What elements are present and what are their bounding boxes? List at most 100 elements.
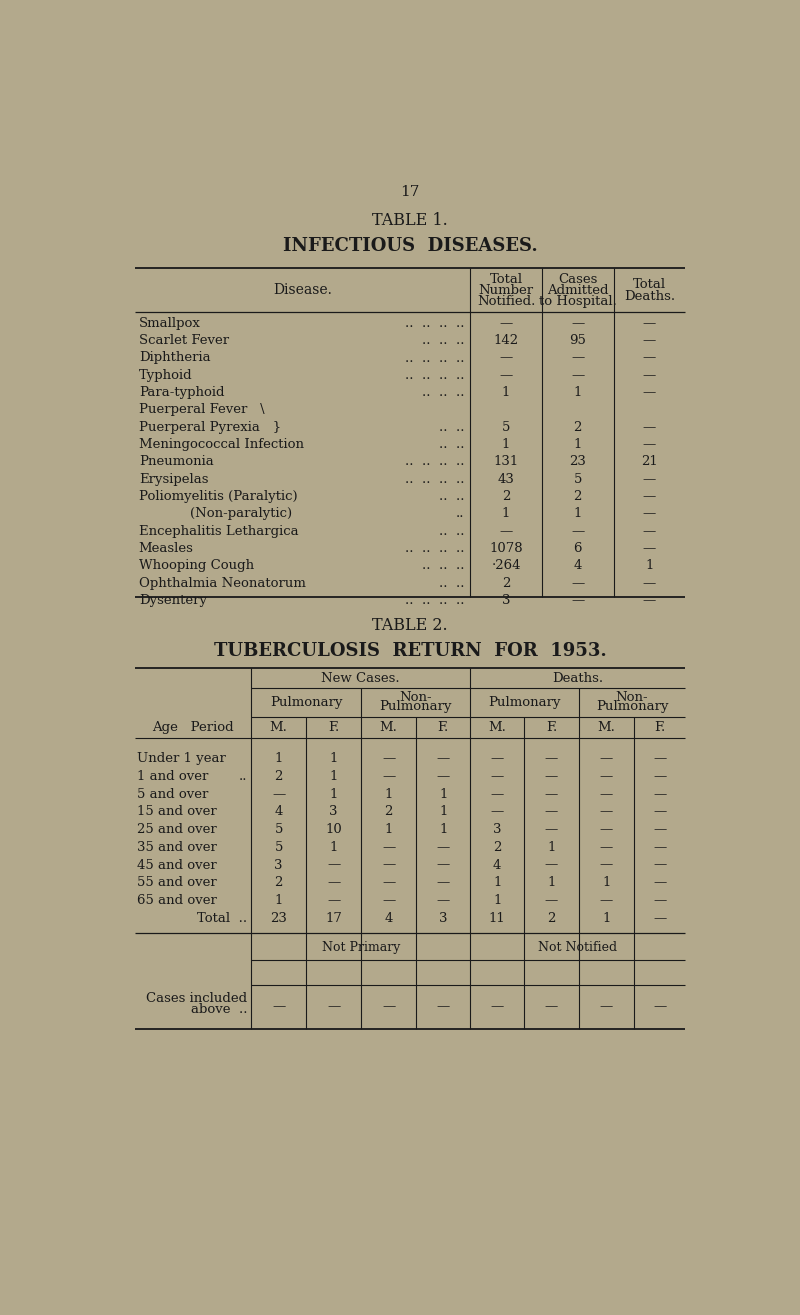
- Text: 4: 4: [385, 911, 393, 924]
- Text: —: —: [653, 911, 666, 924]
- Text: 1: 1: [439, 805, 447, 818]
- Text: 2: 2: [502, 577, 510, 589]
- Text: M.: M.: [488, 721, 506, 734]
- Text: M.: M.: [380, 721, 398, 734]
- Text: 142: 142: [494, 334, 518, 347]
- Text: Non-: Non-: [399, 692, 432, 704]
- Text: 4: 4: [574, 559, 582, 572]
- Text: —: —: [490, 752, 504, 765]
- Text: Encephalitis Lethargica: Encephalitis Lethargica: [138, 525, 298, 538]
- Text: Non-: Non-: [616, 692, 648, 704]
- Text: ..  ..  ..  ..: .. .. .. ..: [405, 594, 464, 608]
- Text: Deaths.: Deaths.: [624, 289, 675, 302]
- Text: —: —: [600, 752, 613, 765]
- Text: —: —: [643, 490, 656, 504]
- Text: —: —: [653, 840, 666, 853]
- Text: ..  ..  ..: .. .. ..: [422, 334, 464, 347]
- Text: —: —: [653, 752, 666, 765]
- Text: Scarlet Fever: Scarlet Fever: [138, 334, 229, 347]
- Text: 3: 3: [274, 859, 283, 872]
- Text: 5: 5: [502, 421, 510, 434]
- Text: 2: 2: [547, 911, 556, 924]
- Text: —: —: [382, 894, 395, 907]
- Text: —: —: [437, 752, 450, 765]
- Text: —: —: [437, 1001, 450, 1014]
- Text: —: —: [545, 752, 558, 765]
- Text: 1: 1: [330, 840, 338, 853]
- Text: 1: 1: [502, 387, 510, 400]
- Text: 1: 1: [502, 438, 510, 451]
- Text: 5: 5: [274, 823, 283, 836]
- Text: 35 and over: 35 and over: [138, 840, 217, 853]
- Text: (Non-paralytic): (Non-paralytic): [138, 508, 292, 521]
- Text: 43: 43: [498, 473, 514, 485]
- Text: —: —: [600, 1001, 613, 1014]
- Text: —: —: [382, 876, 395, 889]
- Text: Ophthalmia Neonatorum: Ophthalmia Neonatorum: [138, 577, 306, 589]
- Text: —: —: [643, 421, 656, 434]
- Text: 1078: 1078: [490, 542, 523, 555]
- Text: Not Notified: Not Notified: [538, 940, 618, 953]
- Text: —: —: [653, 771, 666, 782]
- Text: INFECTIOUS  DISEASES.: INFECTIOUS DISEASES.: [282, 237, 538, 255]
- Text: F.: F.: [654, 721, 665, 734]
- Text: ..  ..: .. ..: [438, 525, 464, 538]
- Text: ..  ..  ..  ..: .. .. .. ..: [405, 368, 464, 381]
- Text: —: —: [653, 1001, 666, 1014]
- Text: —: —: [643, 525, 656, 538]
- Text: —: —: [600, 840, 613, 853]
- Text: 3: 3: [493, 823, 502, 836]
- Text: 1: 1: [330, 752, 338, 765]
- Text: Age   Period: Age Period: [152, 721, 234, 734]
- Text: —: —: [643, 473, 656, 485]
- Text: Disease.: Disease.: [274, 283, 332, 297]
- Text: —: —: [327, 859, 340, 872]
- Text: —: —: [545, 894, 558, 907]
- Text: —: —: [545, 823, 558, 836]
- Text: 2: 2: [574, 490, 582, 504]
- Text: 1: 1: [602, 911, 610, 924]
- Text: 1: 1: [602, 876, 610, 889]
- Text: —: —: [643, 594, 656, 608]
- Text: —: —: [490, 805, 504, 818]
- Text: 95: 95: [570, 334, 586, 347]
- Text: 11: 11: [489, 911, 506, 924]
- Text: Pulmonary: Pulmonary: [489, 696, 561, 709]
- Text: 2: 2: [274, 771, 283, 782]
- Text: —: —: [545, 805, 558, 818]
- Text: ..  ..  ..: .. .. ..: [422, 559, 464, 572]
- Text: —: —: [600, 859, 613, 872]
- Text: Typhoid: Typhoid: [138, 368, 192, 381]
- Text: 23: 23: [270, 911, 287, 924]
- Text: —: —: [382, 859, 395, 872]
- Text: Erysipelas: Erysipelas: [138, 473, 208, 485]
- Text: —: —: [571, 525, 585, 538]
- Text: Diphtheria: Diphtheria: [138, 351, 210, 364]
- Text: —: —: [437, 894, 450, 907]
- Text: 1: 1: [385, 788, 393, 801]
- Text: —: —: [643, 438, 656, 451]
- Text: 10: 10: [326, 823, 342, 836]
- Text: 3: 3: [330, 805, 338, 818]
- Text: Deaths.: Deaths.: [552, 672, 603, 685]
- Text: M.: M.: [270, 721, 287, 734]
- Text: Pulmonary: Pulmonary: [379, 701, 452, 713]
- Text: F.: F.: [438, 721, 449, 734]
- Text: New Cases.: New Cases.: [322, 672, 400, 685]
- Text: —: —: [643, 387, 656, 400]
- Text: —: —: [490, 788, 504, 801]
- Text: Cases: Cases: [558, 274, 598, 285]
- Text: ..  ..  ..  ..: .. .. .. ..: [405, 455, 464, 468]
- Text: Notified.: Notified.: [477, 295, 535, 308]
- Text: ..  ..: .. ..: [438, 421, 464, 434]
- Text: Para-typhoid: Para-typhoid: [138, 387, 224, 400]
- Text: —: —: [643, 317, 656, 330]
- Text: ..: ..: [456, 508, 464, 521]
- Text: —: —: [643, 577, 656, 589]
- Text: —: —: [571, 351, 585, 364]
- Text: Puerperal Pyrexia   }: Puerperal Pyrexia }: [138, 421, 281, 434]
- Text: —: —: [382, 840, 395, 853]
- Text: 5: 5: [274, 840, 283, 853]
- Text: Total  ..: Total ..: [197, 911, 247, 924]
- Text: —: —: [327, 1001, 340, 1014]
